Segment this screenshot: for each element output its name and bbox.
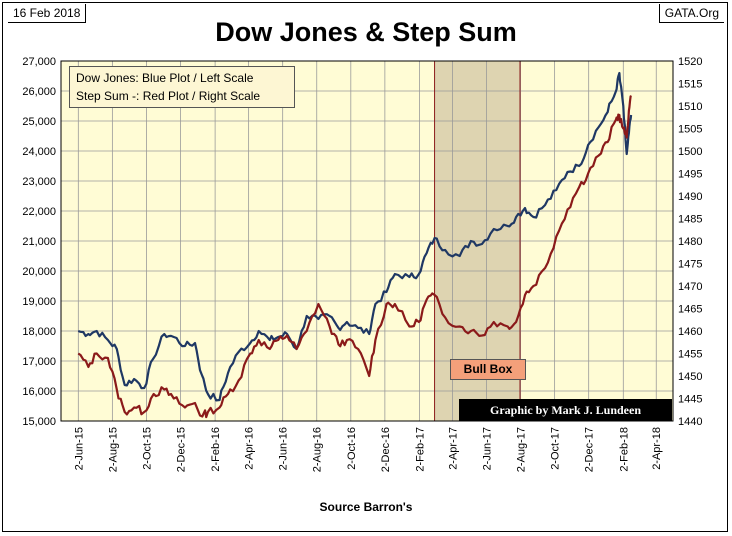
right-tick-label: 1480 [678, 236, 702, 248]
right-axis-ticks: 1440 1445 1450 1455 1460 1465 1470 1475 1480 1485… [678, 56, 702, 428]
plot-border [60, 60, 674, 422]
right-tick-label: 1485 [678, 214, 702, 226]
right-tick-label: 1460 [678, 326, 702, 338]
x-tick-label: 2-Feb-17 [414, 427, 426, 472]
x-tick-label: 2-Feb-16 [210, 427, 222, 472]
right-tick-label: 1495 [678, 169, 702, 181]
chart-title: Dow Jones & Step Sum [215, 17, 517, 47]
x-tick-label: 2-Feb-18 [618, 427, 630, 472]
right-tick-label: 1440 [678, 416, 702, 428]
dow-jones-line [77, 71, 633, 402]
x-tick-label: 2-Oct-17 [550, 427, 562, 470]
left-tick-label: 25,000 [22, 116, 56, 128]
right-tick-label: 1515 [678, 79, 702, 91]
x-tick-label: 2-Aug-17 [516, 427, 528, 472]
x-tick-label: 2-Dec-16 [380, 427, 392, 472]
step-sum-line [77, 95, 632, 419]
left-tick-label: 20,000 [22, 266, 56, 278]
series-layer [77, 71, 633, 419]
x-tick-label: 2-Jun-17 [481, 427, 493, 470]
legend-entry-step-sum: Step Sum -: Red Plot / Right Scale [76, 89, 261, 103]
left-tick-label: 18,000 [22, 326, 56, 338]
site-label: GATA.Org [658, 4, 724, 23]
right-tick-label: 1445 [678, 394, 702, 406]
x-axis-label: Source Barron's [319, 500, 413, 514]
left-tick-label: 16,000 [22, 386, 56, 398]
left-tick-label: 21,000 [22, 236, 56, 248]
legend: Dow Jones: Blue Plot / Left Scale Step S… [69, 66, 295, 108]
right-tick-label: 1455 [678, 349, 702, 361]
right-tick-label: 1510 [678, 101, 702, 113]
x-tick-label: 2-Dec-15 [175, 427, 187, 472]
x-tick-label: 2-Jun-15 [73, 427, 85, 470]
x-tick-label: 2-Oct-16 [346, 427, 358, 470]
right-tick-label: 1520 [678, 56, 702, 68]
x-tick-label: 2-Apr-17 [447, 427, 459, 470]
right-tick-label: 1475 [678, 259, 702, 271]
bull-box-label: Bull Box [450, 359, 526, 380]
left-axis-ticks: 15,000 16,000 17,000 18,000 19,000 20,000 21,0… [22, 56, 56, 428]
left-tick-label: 17,000 [22, 356, 56, 368]
left-tick-label: 24,000 [22, 146, 56, 158]
credit-box: Graphic by Mark J. Lundeen [459, 399, 672, 421]
left-tick-label: 19,000 [22, 296, 56, 308]
x-axis-ticks: 2-Jun-15 2-Aug-15 2-Oct-15 2-Dec-15 2-Feb-16… [73, 427, 663, 472]
x-tick-label: 2-Jun-16 [278, 427, 290, 470]
right-tick-label: 1490 [678, 191, 702, 203]
x-tick-label: 2-Apr-18 [651, 427, 663, 470]
legend-entry-dow: Dow Jones: Blue Plot / Left Scale [76, 71, 254, 85]
left-tick-label: 26,000 [22, 86, 56, 98]
x-tick-label: 2-Aug-15 [107, 427, 119, 472]
right-tick-label: 1470 [678, 281, 702, 293]
x-tick-label: 2-Apr-16 [244, 427, 256, 470]
x-tick-label: 2-Aug-16 [312, 427, 324, 472]
x-tick-label: 2-Dec-17 [584, 427, 596, 472]
right-tick-label: 1450 [678, 371, 702, 383]
date-label: 16 Feb 2018 [8, 4, 87, 23]
left-tick-label: 15,000 [22, 416, 56, 428]
left-tick-label: 22,000 [22, 206, 56, 218]
left-tick-label: 27,000 [22, 56, 56, 68]
right-tick-label: 1505 [678, 124, 702, 136]
x-tick-label: 2-Oct-15 [141, 427, 153, 470]
left-tick-label: 23,000 [22, 176, 56, 188]
right-tick-label: 1465 [678, 304, 702, 316]
right-tick-label: 1500 [678, 146, 702, 158]
